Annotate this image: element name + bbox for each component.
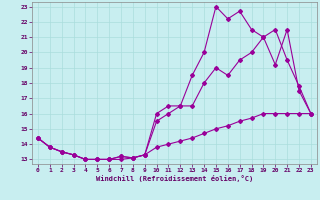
X-axis label: Windchill (Refroidissement éolien,°C): Windchill (Refroidissement éolien,°C) [96,175,253,182]
